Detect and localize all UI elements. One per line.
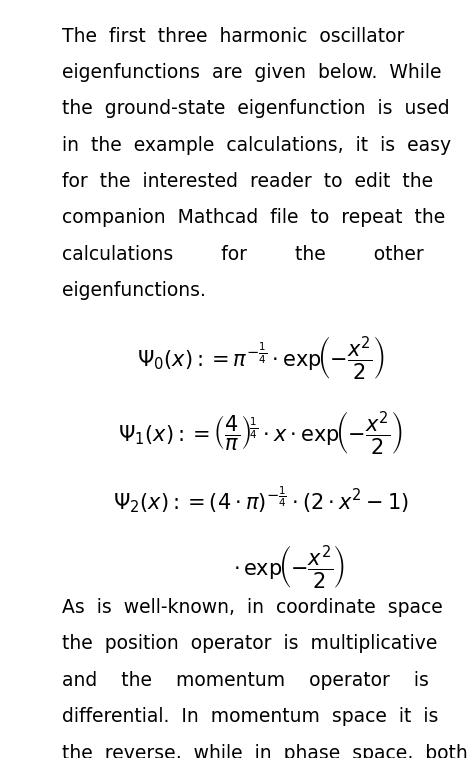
Text: eigenfunctions  are  given  below.  While: eigenfunctions are given below. While <box>62 63 441 82</box>
Text: companion  Mathcad  file  to  repeat  the: companion Mathcad file to repeat the <box>62 208 445 227</box>
Text: in  the  example  calculations,  it  is  easy: in the example calculations, it is easy <box>62 136 451 155</box>
Text: calculations        for        the        other: calculations for the other <box>62 245 423 264</box>
Text: for  the  interested  reader  to  edit  the: for the interested reader to edit the <box>62 172 433 191</box>
Text: $\Psi_2(x) := (4 \cdot \pi)^{-\frac{1}{4}} \cdot (2 \cdot x^2 - 1)$: $\Psi_2(x) := (4 \cdot \pi)^{-\frac{1}{4… <box>113 484 409 515</box>
Text: the  ground-state  eigenfunction  is  used: the ground-state eigenfunction is used <box>62 99 449 118</box>
Text: As  is  well-known,  in  coordinate  space: As is well-known, in coordinate space <box>62 598 442 617</box>
Text: $\Psi_0(x) := \pi^{-\frac{1}{4}} \cdot \mathrm{exp}\!\left(-\dfrac{x^2}{2}\right: $\Psi_0(x) := \pi^{-\frac{1}{4}} \cdot \… <box>137 334 384 381</box>
Text: differential.  In  momentum  space  it  is: differential. In momentum space it is <box>62 707 438 726</box>
Text: $\cdot\, \mathrm{exp}\!\left(-\dfrac{x^2}{2}\right)$: $\cdot\, \mathrm{exp}\!\left(-\dfrac{x^2… <box>233 543 345 590</box>
Text: The  first  three  harmonic  oscillator: The first three harmonic oscillator <box>62 27 404 45</box>
Text: the  position  operator  is  multiplicative: the position operator is multiplicative <box>62 634 437 653</box>
Text: the  reverse,  while  in  phase  space,  both: the reverse, while in phase space, both <box>62 744 467 758</box>
Text: eigenfunctions.: eigenfunctions. <box>62 281 206 300</box>
Text: and    the    momentum    operator    is: and the momentum operator is <box>62 671 428 690</box>
Text: $\Psi_1(x) := \left(\dfrac{4}{\pi}\right)^{\!\frac{1}{4}} \cdot x \cdot \mathrm{: $\Psi_1(x) := \left(\dfrac{4}{\pi}\right… <box>118 409 403 456</box>
